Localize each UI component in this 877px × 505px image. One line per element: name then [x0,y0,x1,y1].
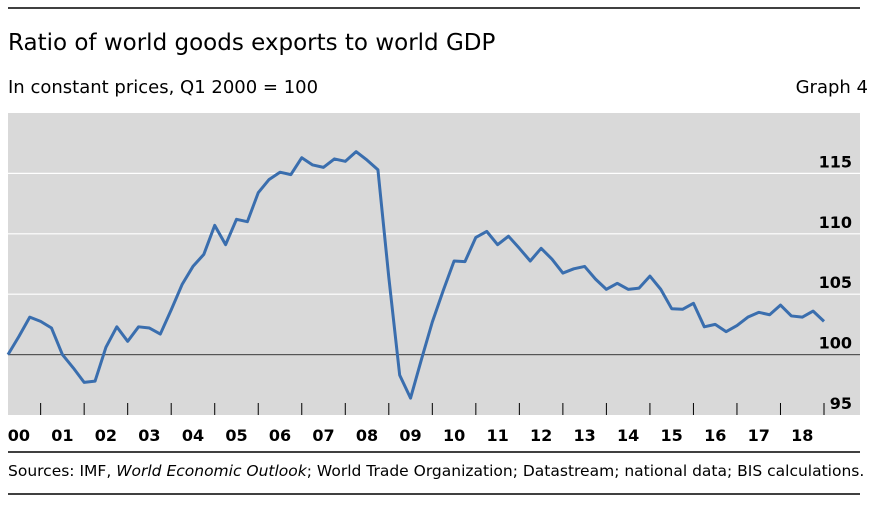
source-text: ; World Trade Organization; Datastream; … [307,462,865,480]
x-tick-label: 01 [51,426,73,445]
y-tick-label: 95 [830,394,852,413]
chart-title: Ratio of world goods exports to world GD… [8,30,495,56]
x-tick-label: 04 [182,426,204,445]
sources: Sources: IMF, World Economic Outlook; Wo… [8,462,864,480]
plot-area [8,113,860,415]
x-tick-label: 10 [443,426,465,445]
x-tick-label: 17 [748,426,770,445]
x-tick-label: 08 [356,426,378,445]
x-tick-label: 02 [95,426,117,445]
y-tick-label: 100 [819,334,852,353]
x-tick-label: 00 [8,426,30,445]
x-tick-label: 13 [574,426,596,445]
x-tick-label: 15 [661,426,683,445]
y-tick-label: 115 [819,152,852,171]
source-text: Sources: IMF, [8,462,116,480]
source-text: World Economic Outlook [116,462,308,480]
x-tick-label: 05 [225,426,247,445]
x-tick-label: 07 [312,426,334,445]
data-line [6,150,826,400]
graph-label: Graph 4 [796,77,868,98]
y-tick-label: 105 [819,273,852,292]
x-tick-label: 11 [486,426,508,445]
plot: 95 100 105 110 115 00 01 02 03 04 05 06 07 08 09 10 11 12… [6,150,860,445]
x-tick-label: 03 [138,426,160,445]
x-tick-label: 14 [617,426,639,445]
x-tick-label: 06 [269,426,291,445]
chart-subtitle: In constant prices, Q1 2000 = 100 [8,77,318,98]
x-tick-label: 12 [530,426,552,445]
x-tick-label: 16 [704,426,726,445]
x-tick-label: 18 [791,426,813,445]
y-tick-label: 110 [819,213,852,232]
x-tick-label: 09 [399,426,421,445]
